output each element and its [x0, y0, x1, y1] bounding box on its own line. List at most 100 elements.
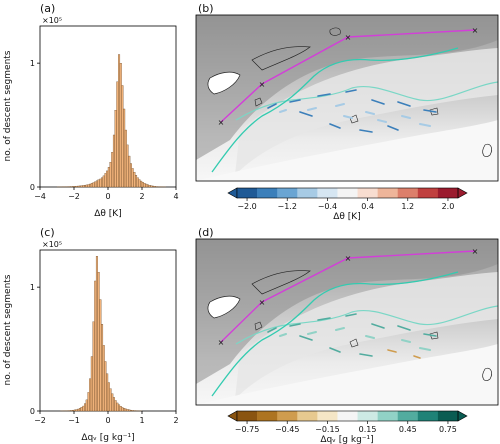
colorbar-segment: [277, 188, 298, 198]
colorbar-tick-label: −0.45: [275, 425, 300, 434]
hist-bar: [124, 129, 127, 188]
hist-bar: [73, 186, 76, 188]
colorbar-extend-high: [457, 187, 468, 199]
hist-bar: [121, 85, 124, 188]
hist-bar: [78, 185, 81, 188]
y-multiplier-c: ×10⁵: [42, 240, 62, 249]
hist-bar: [119, 63, 122, 188]
y-tick-label: 0: [30, 183, 35, 192]
svg-text:×: ×: [472, 26, 479, 35]
hist-bar: [145, 183, 148, 188]
colorbar-tick-label: −2.0: [237, 202, 256, 211]
hist-bar: [129, 163, 132, 188]
terrain-d: × × × ×: [196, 239, 498, 405]
hist-bar: [87, 184, 90, 188]
hist-bar: [99, 178, 102, 188]
hist-bar: [92, 182, 95, 188]
hist-bar: [153, 186, 156, 188]
hist-bar: [140, 180, 143, 188]
x-ticks-c: −2 −1 0 1 2: [34, 411, 179, 425]
hist-bar: [119, 406, 122, 412]
colorbar-segment: [377, 411, 399, 421]
hist-bar: [121, 407, 124, 412]
colorbar-segment: [297, 411, 318, 421]
hist-bar: [73, 409, 76, 412]
axes-frame-a: [39, 25, 177, 188]
hist-bar: [92, 321, 95, 412]
hist-bar: [112, 134, 115, 188]
x-tick-label: 4: [173, 192, 178, 201]
colorbar-tick-label: −0.15: [315, 425, 340, 434]
x-axis-label-c: Δqᵥ [g kg⁻¹]: [81, 433, 134, 443]
y-axis-label-a: no. of descent segments: [3, 50, 13, 161]
hist-bar: [82, 185, 85, 188]
hist-bar: [106, 373, 109, 412]
y-axis-label-c: no. of descent segments: [3, 274, 13, 385]
hist-bar: [89, 183, 92, 188]
hist-bar: [146, 184, 149, 188]
hist-bar: [114, 400, 117, 412]
hist-bar: [84, 184, 87, 188]
hist-bar: [150, 185, 153, 188]
x-ticks-a: −4 −2 0 2 4: [34, 187, 179, 201]
hist-bar: [75, 409, 78, 412]
hist-bar: [128, 409, 131, 412]
colorbar-segment: [357, 188, 378, 198]
x-tick-label: 0: [105, 192, 110, 201]
hist-bar: [143, 183, 146, 188]
colorbar-extend-low: [227, 187, 238, 199]
hist-bar: [126, 409, 129, 412]
colorbar-segment: [397, 411, 419, 421]
colorbar-segment: [237, 188, 258, 198]
hist-bar: [128, 155, 131, 188]
panel-label-b: (b): [198, 2, 214, 15]
hist-bar: [80, 185, 83, 188]
hist-bar: [90, 183, 93, 188]
hist-bar: [138, 179, 141, 188]
colorbar-segment: [317, 188, 338, 198]
hist-bar: [141, 182, 144, 188]
hist-bar: [82, 405, 85, 412]
hist-bar: [102, 175, 105, 188]
x-tick-label: 0: [105, 416, 110, 425]
x-tick-label: −2: [68, 192, 80, 201]
hist-bar: [112, 397, 115, 412]
svg-text:×: ×: [259, 298, 266, 307]
y-tick-label: 0: [30, 407, 35, 416]
hist-bar: [109, 388, 112, 412]
panel-label-a: (a): [40, 2, 55, 15]
x-tick-label: 2: [173, 416, 178, 425]
hist-bar: [148, 185, 151, 188]
y-tick-label: 1: [30, 59, 35, 68]
colorbar-segment: [337, 411, 358, 421]
colorbar-tick-label: 1.2: [401, 202, 414, 211]
hist-bar: [85, 184, 88, 188]
colorbar-segment: [417, 188, 439, 198]
hist-bar: [89, 378, 92, 412]
svg-text:×: ×: [345, 254, 352, 263]
colorbar-b: −2.0 −1.2 −0.4 0.4 1.2 2.0: [227, 187, 468, 211]
x-axis-label-a: Δθ [K]: [94, 209, 121, 219]
hist-bar: [109, 162, 112, 188]
hist-bar: [118, 54, 121, 188]
colorbar-segment: [377, 188, 399, 198]
hist-bar: [85, 399, 88, 412]
colorbar-extend-high: [457, 410, 468, 422]
svg-text:×: ×: [345, 33, 352, 42]
histogram-c: (c) ×10⁵ −2 −1 0 1 2 01 Δqᵥ [g kg⁻¹] no. of …: [3, 226, 179, 443]
hist-bar: [116, 402, 119, 412]
map-b: (b) × × × × −2.0 −1.2 −0.4 0.4 1.2 2.0 Δθ [K]: [195, 2, 499, 222]
colorbar-label-b: Δθ [K]: [333, 212, 360, 222]
hist-bar: [87, 392, 90, 412]
hist-bar: [70, 410, 73, 412]
hist-bar: [72, 409, 75, 412]
bars-a: [56, 54, 166, 188]
colorbar-extend-low: [227, 410, 238, 422]
hist-bar: [78, 408, 81, 412]
colorbar-label-d: Δqᵥ [g kg⁻¹]: [320, 435, 373, 444]
hist-bar: [106, 170, 109, 188]
x-tick-label: 1: [139, 416, 144, 425]
y-ticks-c: 01: [30, 283, 40, 416]
hist-bar: [135, 175, 138, 188]
